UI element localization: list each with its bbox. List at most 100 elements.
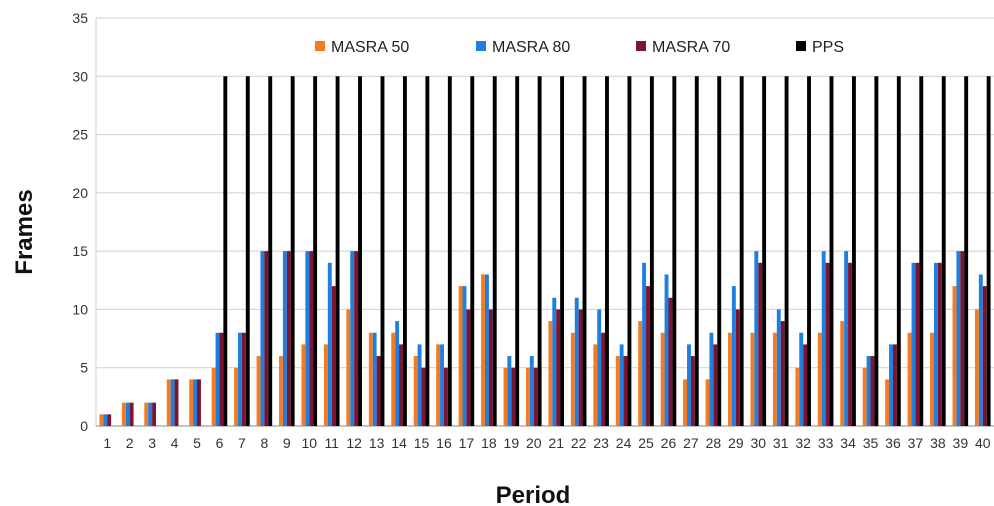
bar-masra-70 xyxy=(982,286,987,426)
x-tick-label: 36 xyxy=(885,435,901,451)
bar-masra-70 xyxy=(646,286,650,426)
bar-masra-50 xyxy=(121,402,126,426)
bar-pps xyxy=(492,76,497,427)
y-axis-title: Frames xyxy=(11,189,38,274)
bar-masra-50 xyxy=(974,309,979,426)
bar-pps xyxy=(268,76,273,427)
bar-masra-80 xyxy=(350,251,355,426)
x-tick-label: 16 xyxy=(436,435,452,451)
bar-masra-80 xyxy=(911,262,916,426)
bar-masra-70 xyxy=(107,414,112,426)
bar-masra-80 xyxy=(417,344,422,426)
bar-masra-70 xyxy=(690,356,695,426)
bar-pps xyxy=(582,76,587,427)
bar-masra-50 xyxy=(503,367,508,426)
x-tick-label: 26 xyxy=(661,435,677,451)
bar-masra-70 xyxy=(556,309,561,426)
bar-masra-50 xyxy=(189,379,194,426)
y-tick-label: 0 xyxy=(80,418,88,434)
bar-masra-70 xyxy=(421,367,426,426)
bar-pps xyxy=(941,76,946,427)
x-tick-label: 32 xyxy=(795,435,811,451)
bar-masra-80 xyxy=(125,402,130,426)
y-tick-label: 5 xyxy=(80,360,88,376)
bar-masra-70 xyxy=(241,332,246,426)
bar-masra-50 xyxy=(166,379,171,426)
bar-masra-70 xyxy=(286,251,291,426)
bar-masra-70 xyxy=(803,344,808,426)
bar-masra-50 xyxy=(548,321,553,426)
bar-masra-70 xyxy=(129,402,134,426)
bar-pps xyxy=(649,76,654,427)
bar-masra-50 xyxy=(211,367,216,426)
bar-masra-80 xyxy=(866,356,871,426)
bar-masra-70 xyxy=(915,262,920,426)
bar-masra-80 xyxy=(372,332,377,426)
x-tick-label: 40 xyxy=(975,435,991,451)
y-tick-label: 35 xyxy=(72,10,88,26)
y-tick-label: 10 xyxy=(72,301,88,317)
legend-label: PPS xyxy=(812,39,844,56)
bar-masra-70 xyxy=(668,297,673,426)
x-tick-label: 2 xyxy=(126,435,134,451)
bar-masra-50 xyxy=(907,332,912,426)
x-tick-label: 20 xyxy=(526,435,542,451)
bar-masra-70 xyxy=(174,379,179,426)
bar-masra-50 xyxy=(346,309,351,426)
bar-masra-50 xyxy=(391,332,396,426)
x-tick-label: 18 xyxy=(481,435,497,451)
bar-masra-50 xyxy=(570,332,575,426)
bar-masra-80 xyxy=(484,274,489,426)
bar-masra-70 xyxy=(399,344,403,426)
bar-pps xyxy=(313,76,318,427)
x-tick-label: 28 xyxy=(706,435,722,451)
x-tick-label: 11 xyxy=(324,435,339,451)
bar-masra-80 xyxy=(148,402,153,426)
bar-masra-80 xyxy=(933,262,938,426)
bar-masra-80 xyxy=(664,274,669,426)
bar-pps xyxy=(515,76,520,427)
bar-masra-80 xyxy=(260,251,265,426)
y-tick-label: 20 xyxy=(72,185,88,201)
x-tick-label: 35 xyxy=(863,435,879,451)
bar-masra-80 xyxy=(574,297,579,426)
bar-pps xyxy=(537,76,542,427)
bar-pps xyxy=(672,76,677,427)
bar-masra-70 xyxy=(511,367,516,426)
bar-masra-80 xyxy=(507,356,512,426)
bar-masra-50 xyxy=(795,367,800,426)
bar-masra-80 xyxy=(821,251,826,426)
x-tick-label: 17 xyxy=(459,435,475,451)
bar-masra-80 xyxy=(754,251,759,426)
bar-masra-50 xyxy=(256,356,261,426)
bar-masra-80 xyxy=(193,379,198,426)
bar-pps xyxy=(470,76,475,427)
bar-masra-70 xyxy=(601,332,606,426)
x-tick-label: 21 xyxy=(548,435,564,451)
legend-swatch xyxy=(796,41,806,51)
bar-masra-70 xyxy=(219,332,224,426)
bar-masra-80 xyxy=(103,414,108,426)
bar-masra-50 xyxy=(234,367,239,426)
bar-pps xyxy=(627,76,632,427)
bar-masra-80 xyxy=(440,344,444,426)
bar-pps xyxy=(245,76,250,427)
bar-masra-80 xyxy=(529,356,534,426)
bar-pps xyxy=(807,76,811,427)
bar-pps xyxy=(402,76,407,427)
bar-masra-50 xyxy=(930,332,934,426)
bar-masra-70 xyxy=(623,356,628,426)
bar-masra-50 xyxy=(144,402,149,426)
gridlines xyxy=(96,17,994,427)
x-tick-label: 30 xyxy=(750,435,766,451)
bars xyxy=(99,76,991,427)
bar-masra-80 xyxy=(305,251,310,426)
bar-masra-70 xyxy=(152,402,157,426)
x-tick-label: 9 xyxy=(283,435,291,451)
bar-pps xyxy=(290,76,295,427)
x-tick-label: 10 xyxy=(301,435,317,451)
bar-masra-80 xyxy=(687,344,691,426)
